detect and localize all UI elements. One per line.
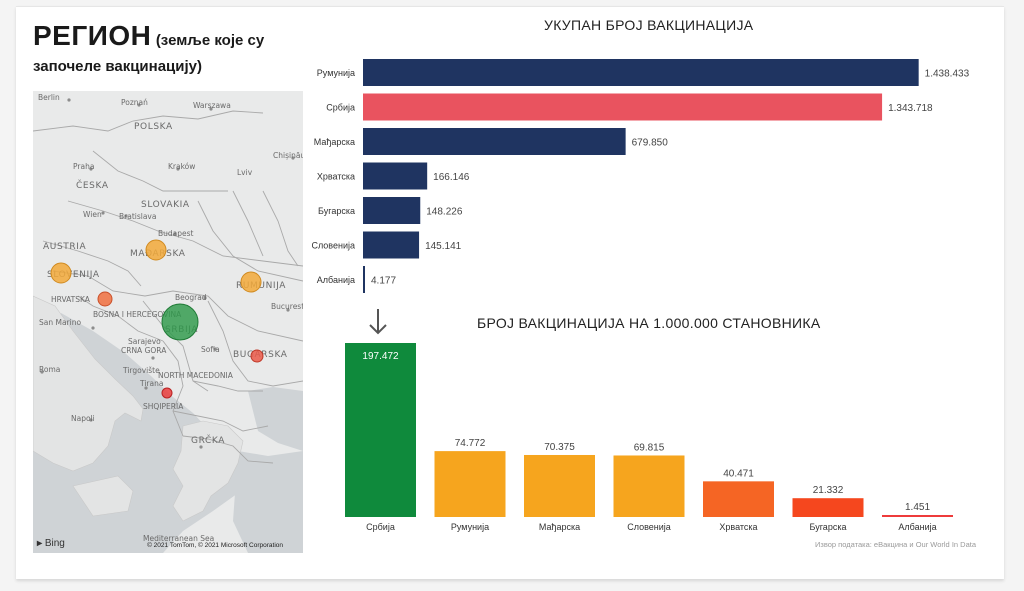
- map-label-31: Mediterranean Sea: [143, 534, 214, 543]
- map-label-24: CRNA GORA: [121, 346, 167, 355]
- chart1-value-label: 1.438.433: [925, 69, 970, 80]
- map-label-17: BOSNA I HERCEGOVINA: [93, 310, 182, 319]
- chart2-value-label: 21.332: [813, 485, 844, 496]
- chart1-bar[interactable]: [363, 162, 428, 190]
- chart2-category-label: Румунија: [451, 522, 489, 532]
- chart1-category-label: Мађарска: [314, 137, 355, 147]
- map-label-10: Bratislava: [119, 212, 156, 221]
- map-label-14: SLOVENIJA: [47, 270, 100, 280]
- chart1-bar[interactable]: [363, 128, 626, 155]
- title-subtitle-1: (земље које су: [155, 32, 265, 49]
- map-label-30: GRČKA: [191, 434, 225, 446]
- map-label-28: Roma: [39, 365, 60, 374]
- chart2-bar[interactable]: [882, 515, 953, 517]
- chart2-value-label: 40.471: [723, 468, 754, 479]
- map-label-34: Tirgovište: [122, 366, 160, 375]
- chart1-category-label: Албанија: [317, 275, 355, 285]
- map-label-25: NORTH MACEDONIA: [158, 371, 234, 380]
- chart2-value-label: 70.375: [544, 442, 575, 453]
- map-label-19: Beograd: [175, 293, 207, 302]
- chart2-bar[interactable]: [613, 455, 685, 517]
- map-bubble-srbija[interactable]: [161, 303, 199, 341]
- map-label-15: HRVATSKA: [51, 295, 91, 304]
- map-label-0: Poznań: [121, 98, 148, 107]
- bing-logo: ▸ Bing: [37, 538, 65, 549]
- chart2-category-label: Хрватска: [719, 522, 757, 532]
- map-label-16: San Marino: [39, 318, 81, 327]
- chart1-title: УКУПАН БРОЈ ВАКЦИНАЦИЈА: [544, 17, 754, 33]
- map-label-11: AUSTRIA: [43, 242, 86, 252]
- bing-label: Bing: [44, 538, 65, 549]
- chart1-category-label: Румунија: [317, 68, 355, 78]
- title-subtitle-2: започеле вакцинацију): [33, 58, 203, 75]
- chart1-category-label: Бугарска: [318, 206, 355, 216]
- map-label-2: Berlin: [38, 93, 60, 102]
- chart1-bar[interactable]: [363, 93, 883, 121]
- chart2-bar[interactable]: [792, 498, 864, 517]
- chart2-bar[interactable]: [524, 454, 595, 517]
- map-label-8: SLOVAKIA: [141, 200, 190, 210]
- chart1-category-label: Словенија: [311, 241, 355, 251]
- chart2-category-label: Словенија: [627, 522, 671, 532]
- bing-icon: ▸: [37, 538, 43, 549]
- chart1-bar[interactable]: [363, 266, 365, 293]
- map-label-29: Napoli: [71, 414, 95, 423]
- chart1-category-label: Хрватска: [317, 172, 355, 182]
- chart2-title: БРОЈ ВАКЦИНАЦИЈА НА 1.000.000 СТАНОВНИКА: [477, 315, 821, 331]
- chart1-bar[interactable]: [363, 231, 420, 259]
- chart2-value-label: 1.451: [905, 502, 930, 513]
- chart2-value-label: 69.815: [634, 442, 665, 453]
- chart2-category-label: Албанија: [898, 522, 936, 532]
- map-label-7: Lviv: [237, 168, 253, 177]
- chart1-bar[interactable]: [363, 59, 919, 86]
- chart2-bar[interactable]: [703, 481, 774, 517]
- map-label-3: POLSKA: [134, 122, 173, 132]
- map-label-33: Sarajevo: [128, 337, 161, 346]
- map-label-21: Bucurest: [271, 302, 303, 311]
- down-arrow-icon: [369, 309, 387, 335]
- chart2-category-label: Бугарска: [810, 522, 847, 532]
- map-canvas: Poznań Warszawa Berlin POLSKA Praha ČESK…: [33, 93, 303, 553]
- chart1-category-label: Србија: [326, 103, 355, 113]
- map-bubble-madjarska[interactable]: [145, 239, 167, 261]
- map-bubble-slovenija[interactable]: [50, 262, 72, 284]
- map-bubble-bugarska[interactable]: [250, 349, 264, 363]
- map-bubble-shqiperia[interactable]: [161, 387, 173, 399]
- chart1-value-label: 4.177: [371, 276, 396, 287]
- map-label-32: Chișinău: [273, 151, 303, 160]
- map-label-5: ČESKA: [76, 179, 109, 191]
- map-label-23: Sofia: [201, 345, 220, 354]
- chart2-bar[interactable]: [345, 343, 416, 517]
- map-label-6: Kraków: [168, 162, 195, 171]
- map-label-1: Warszawa: [193, 101, 231, 110]
- map-bubble-rumunija[interactable]: [240, 271, 262, 293]
- region-map[interactable]: Poznań Warszawa Berlin POLSKA Praha ČESK…: [33, 91, 303, 553]
- title-main: РЕГИОН: [33, 20, 152, 51]
- chart1-value-label: 166.146: [433, 172, 470, 183]
- chart2-bar[interactable]: [434, 451, 506, 517]
- chart2-category-label: Мађарска: [539, 522, 580, 532]
- chart1-bar[interactable]: [363, 197, 421, 224]
- chart1-value-label: 679.850: [632, 138, 669, 149]
- map-label-9: Wien: [83, 210, 102, 219]
- map-label-4: Praha: [73, 162, 94, 171]
- chart2-value-label: 197.472: [362, 351, 399, 362]
- source-note: Извор података: еВакцина и Our World In …: [815, 540, 976, 549]
- map-label-12: Budapest: [158, 229, 194, 238]
- map-label-20: RUMUNIJA: [236, 281, 286, 291]
- chart1-value-label: 145.141: [425, 241, 462, 252]
- chart2-value-label: 74.772: [455, 438, 486, 449]
- map-bubble-hrvatska[interactable]: [97, 291, 113, 307]
- map-copyright: © 2021 TomTom, © 2021 Microsoft Corporat…: [147, 542, 283, 549]
- page-title: РЕГИОН (земље које су започеле вакцинаци…: [33, 20, 264, 75]
- map-label-26: Tirana: [139, 379, 163, 388]
- map-label-27: SHQIPERIA: [143, 402, 184, 411]
- chart1-value-label: 1.343.718: [888, 103, 933, 114]
- chart2-category-label: Србија: [366, 522, 395, 532]
- chart1-value-label: 148.226: [426, 207, 463, 218]
